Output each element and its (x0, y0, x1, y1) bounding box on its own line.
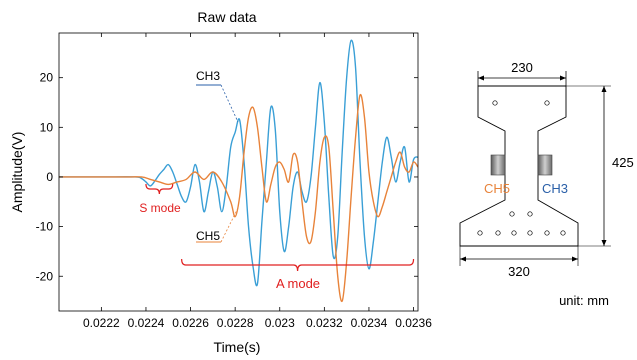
x-tick-label: 0.0232 (306, 316, 343, 330)
ch5-sensor (490, 154, 506, 176)
y-tick-label: -20 (36, 269, 54, 283)
rebar-hole (495, 230, 501, 236)
top-dim-arrow-right (560, 75, 566, 81)
x-axis: 0.0222 0.0224 0.0226 0.0228 0.023 0.0232 0.023… (83, 33, 432, 330)
s-mode-label: S mode (139, 201, 181, 215)
unit-label: unit: mm (559, 293, 609, 308)
s-mode-brace (145, 183, 174, 195)
rebar-hole (492, 100, 498, 106)
annotations: CH3 CH5 S mode A mode (139, 69, 415, 291)
x-tick-label: 0.0228 (217, 316, 254, 330)
rebar-hole (477, 230, 483, 236)
y-tick-label: 20 (40, 71, 54, 85)
a-mode-brace (181, 258, 415, 272)
y-axis-label: Amplitude(V) (9, 132, 25, 213)
chart-title: Raw data (197, 9, 256, 25)
bottom-dim-arrow-left (460, 256, 466, 262)
top-width-label: 230 (511, 60, 533, 75)
ch5-label: CH5 (196, 229, 220, 243)
rebar-hole (544, 230, 550, 236)
plot-area (59, 39, 418, 303)
series-layer (59, 39, 418, 303)
series-line-ch3 (59, 39, 418, 287)
ch3-leader-line (220, 84, 239, 123)
a-mode-label: A mode (276, 276, 320, 291)
rebar-hole (527, 211, 533, 217)
height-label: 425 (612, 155, 634, 170)
rebar-hole (544, 100, 550, 106)
x-tick-label: 0.0222 (83, 316, 120, 330)
x-tick-label: 0.0226 (172, 316, 209, 330)
raw-data-chart: Raw data 0.0222 0.0224 0.0226 0.0228 0.023 0.… (9, 9, 432, 355)
height-dim-arrow-bottom (601, 240, 607, 246)
rebar-hole (509, 211, 515, 217)
y-tick-label: 10 (40, 120, 54, 134)
y-tick-label: -10 (36, 220, 54, 234)
rebar-hole (511, 230, 517, 236)
ch3-label: CH3 (196, 69, 220, 83)
rebar-hole (527, 230, 533, 236)
plot-frame (58, 32, 419, 312)
ch3-sensor (537, 154, 553, 176)
y-tick-label: 0 (46, 170, 53, 184)
rebar-hole (560, 230, 566, 236)
beam-cross-section-diagram: 230 CH5 CH3 425 (459, 60, 634, 308)
ch5-leader-line (220, 207, 239, 243)
x-tick-label: 0.0224 (128, 316, 165, 330)
y-axis: -20 -10 0 10 20 (36, 71, 418, 283)
height-dim-arrow-top (601, 86, 607, 92)
i-beam-outline (459, 85, 579, 247)
x-tick-label: 0.0234 (351, 316, 388, 330)
top-dim-arrow-left (478, 75, 484, 81)
x-tick-label: 0.0236 (395, 316, 432, 330)
x-tick-label: 0.023 (265, 316, 295, 330)
bottom-width-label: 320 (508, 264, 530, 279)
series-line-ch5 (59, 93, 418, 303)
bottom-dim-arrow-right (572, 256, 578, 262)
ch5-sensor-label: CH5 (484, 181, 510, 196)
ch3-sensor-label: CH3 (542, 181, 568, 196)
x-axis-label: Time(s) (214, 339, 261, 355)
